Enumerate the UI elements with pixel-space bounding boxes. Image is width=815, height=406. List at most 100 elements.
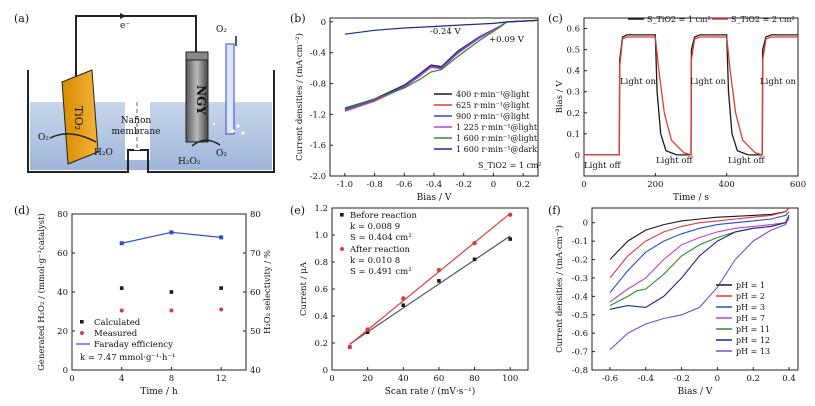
calculated-point bbox=[219, 286, 223, 290]
x-axis-label: Time / h bbox=[140, 387, 177, 397]
legend-label: pH = 12 bbox=[736, 336, 770, 345]
faraday-efficiency-point bbox=[169, 230, 174, 235]
legend-label: After reaction bbox=[349, 245, 411, 255]
y-tick-label: -0.8 bbox=[572, 366, 588, 376]
x-tick-label: -0.2 bbox=[673, 374, 689, 384]
membrane-label: membrane bbox=[112, 127, 161, 137]
y-tick-label: 0 bbox=[323, 366, 328, 376]
y-tick-label: 0.6 bbox=[566, 25, 580, 35]
legend-label: S_TiO2 = 1 cm² bbox=[647, 15, 711, 24]
x-tick-label: 4 bbox=[119, 374, 124, 384]
x-axis-label: Time / s bbox=[673, 193, 709, 203]
legend-label: pH = 11 bbox=[736, 325, 770, 334]
o2-left-label: O₂ bbox=[38, 133, 49, 143]
y-tick-label: 0 bbox=[63, 366, 68, 376]
x-tick-label: 600 bbox=[790, 180, 806, 190]
legend-swatch bbox=[340, 213, 344, 217]
x-axis-label: Bias / V bbox=[678, 387, 713, 397]
y-tick-label: 0 bbox=[583, 219, 588, 229]
tio2-label: TiO₂ bbox=[72, 106, 85, 130]
light-off-label: Light off bbox=[584, 161, 622, 171]
y-tick-label: 0.3 bbox=[566, 88, 580, 98]
y-tick-label: -0.4 bbox=[572, 292, 588, 302]
panel-f-letter: (f) bbox=[548, 204, 561, 217]
series-line-5 bbox=[344, 19, 539, 110]
legend-label: Before reaction bbox=[350, 211, 418, 221]
x-tick-label: 80 bbox=[469, 374, 480, 384]
y-tick-label: 60 bbox=[57, 249, 68, 259]
plot-frame bbox=[591, 207, 799, 371]
light-off-label: Light off bbox=[656, 156, 694, 166]
bubble bbox=[236, 124, 240, 128]
y-tick-label: -0.2 bbox=[572, 256, 588, 266]
x-tick-label: 0 bbox=[69, 374, 74, 384]
legend-swatch bbox=[80, 331, 84, 335]
y2-axis-label: H₂O₂ selectivity / % bbox=[263, 250, 273, 334]
x-tick-label: 0.2 bbox=[746, 374, 760, 384]
after-point bbox=[401, 296, 406, 301]
series-line-4 bbox=[609, 218, 790, 303]
y-axis-label: Current densities / (mA·cm⁻²) bbox=[294, 33, 305, 161]
legend-label: S_TiO2 = 2 cm² bbox=[731, 15, 795, 24]
y2-tick-label: 50 bbox=[250, 327, 261, 337]
y-tick-label: -2.0 bbox=[310, 172, 326, 182]
fit-slope: k = 0.008 9 bbox=[350, 222, 400, 232]
series-line-1 bbox=[609, 207, 790, 260]
y-tick-label: 0.8 bbox=[314, 258, 328, 268]
legend-label: 1 600 r·min⁻¹@dark bbox=[456, 145, 537, 154]
x-tick-label: 100 bbox=[502, 374, 518, 384]
fit-area: S = 0.404 cm² bbox=[350, 233, 412, 243]
panel-e-letter: (e) bbox=[290, 204, 305, 217]
after-point bbox=[507, 212, 513, 217]
y-tick-label: 0.6 bbox=[314, 285, 328, 295]
x-tick-label: 400 bbox=[719, 180, 735, 190]
legend-label: Faraday efficiency bbox=[94, 340, 173, 350]
panel-c: (c) 0 200 400 600 0 0.1 0.2 0.3 0.4 0.5 0.6 Time / … bbox=[548, 12, 806, 203]
fit-area: S = 0.491 cm² bbox=[350, 267, 412, 277]
h2o-label: H₂O bbox=[94, 148, 113, 158]
y-tick-label: 1.0 bbox=[314, 231, 328, 241]
faraday-efficiency-point bbox=[219, 235, 224, 240]
y-axis-label: Current / μA bbox=[299, 261, 309, 316]
legend-label: 400 r·min⁻¹@light bbox=[456, 90, 530, 99]
panel-d: (d) 0 4 8 12 0 20 40 60 80 Time / h Generated H₂O₂… bbox=[14, 204, 273, 397]
legend-swatch bbox=[340, 247, 344, 251]
after-point bbox=[365, 327, 370, 332]
measured-point bbox=[169, 308, 174, 313]
legend-label: pH = 7 bbox=[736, 314, 765, 323]
reaction-arrow-right bbox=[191, 139, 221, 147]
series-line-7 bbox=[609, 216, 790, 351]
measured-point bbox=[219, 307, 224, 312]
legend-label: Measured bbox=[94, 329, 138, 339]
x-tick-label: 0 bbox=[329, 374, 334, 384]
x-tick-label: -1.0 bbox=[337, 180, 353, 190]
panel-b-letter: (b) bbox=[290, 12, 306, 25]
external-wire bbox=[75, 15, 197, 92]
fit-slope: k = 0.010 8 bbox=[350, 256, 400, 266]
x-tick-label: 12 bbox=[216, 374, 227, 384]
panel-b: (b) -1.0 -0.8 -0.6 -0.4 -0.2 0 0.2 0 -0.4 -0.8 -1.… bbox=[290, 12, 542, 203]
y-tick-label: -1.6 bbox=[310, 141, 326, 151]
y-tick-label: -1.2 bbox=[310, 110, 326, 120]
y-tick-label: -0.1 bbox=[572, 237, 588, 247]
panel-f: (f) -0.6 -0.4 -0.2 0 0.2 0.4 0 -0.1 -0.2 -0.3 -0.4… bbox=[548, 204, 799, 397]
y2-tick-label: 40 bbox=[250, 366, 261, 376]
o2-top-label: O₂ bbox=[216, 25, 227, 35]
y-tick-label: 0.4 bbox=[314, 312, 328, 322]
legend-label: Calculated bbox=[94, 318, 141, 328]
after-point bbox=[472, 240, 477, 246]
x-tick-label: 20 bbox=[362, 374, 373, 384]
x-tick-label: 0.4 bbox=[782, 374, 796, 384]
ngy-cap bbox=[185, 51, 209, 61]
panel-e: (e) 0 20 40 60 80 100 0 0.2 0.4 0.6 0.8 1.0 1.2 Scan … bbox=[290, 204, 529, 397]
x-tick-label: -0.4 bbox=[638, 374, 654, 384]
light-on-label: Light on bbox=[760, 77, 797, 87]
o2-inlet-tube bbox=[225, 43, 235, 135]
rate-constant: k = 7.47 mmol·g⁻¹·h⁻¹ bbox=[80, 353, 175, 363]
y-tick-label: 1.2 bbox=[314, 204, 328, 214]
light-off-label: Light off bbox=[728, 156, 766, 166]
legend-label: pH = 2 bbox=[736, 292, 765, 301]
calculated-point bbox=[119, 286, 124, 290]
nafion-label: Nafion bbox=[121, 116, 152, 126]
